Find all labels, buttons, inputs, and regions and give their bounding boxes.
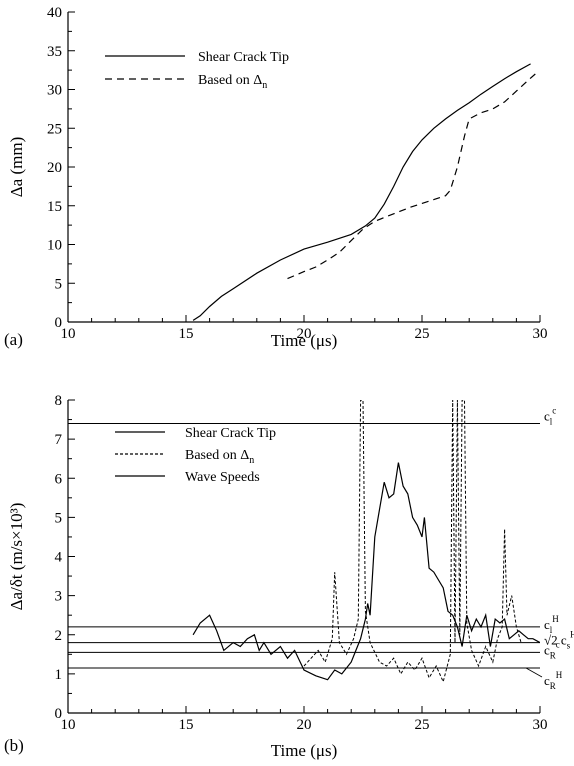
y-tick-label: 5 — [55, 510, 63, 526]
y-tick-label: 25 — [47, 121, 62, 137]
y-tick-label: 2 — [55, 628, 63, 644]
y-tick-label: 4 — [55, 550, 63, 566]
x-axis-title: Time (μs) — [271, 741, 338, 760]
y-tick-label: 8 — [55, 393, 63, 409]
y-tick-label: 3 — [55, 589, 63, 605]
y-tick-label: 35 — [47, 44, 62, 60]
x-tick-label: 10 — [61, 717, 76, 733]
panel-label: (a) — [4, 330, 23, 349]
wave-speed-label: clc — [544, 405, 556, 426]
x-tick-label: 20 — [297, 326, 312, 342]
x-tick-label: 30 — [533, 326, 548, 342]
label-leader-line — [525, 667, 543, 678]
series-line-2 — [303, 400, 522, 684]
x-axis-title: Time (μs) — [271, 331, 338, 350]
legend-label: Based on Δn — [198, 73, 267, 91]
y-tick-label: 5 — [55, 276, 63, 292]
panel-b-chart: 10 15 20 25 30 0 1 2 3 4 5 6 7 8 Time (μs) Δa/δt (m/s×1… — [4, 393, 574, 760]
y-axis-title: Δa (mm) — [7, 137, 26, 198]
legend-label: Shear Crack Tip — [198, 50, 289, 65]
x-tick-label: 15 — [179, 717, 194, 733]
x-tick-label: 30 — [533, 717, 548, 733]
legend-label: Shear Crack Tip — [185, 426, 276, 441]
legend-label: Based on Δn — [185, 448, 254, 466]
y-tick-label: 10 — [47, 238, 62, 254]
y-axis-title: Δa/δt (m/s×10³) — [7, 503, 26, 611]
panel-label: (b) — [4, 736, 24, 755]
legend-label: Wave Speeds — [185, 470, 260, 485]
wave-speed-label: cRc — [544, 639, 560, 660]
panel-a-chart: 10 15 20 25 30 0 5 10 15 20 25 30 35 40 Time (μs) Δa (m… — [4, 5, 548, 350]
y-tick-label: 40 — [47, 5, 62, 21]
x-tick-label: 25 — [415, 717, 430, 733]
y-tick-label: 0 — [55, 315, 63, 331]
y-tick-label: 7 — [55, 432, 63, 448]
y-tick-label: 15 — [47, 199, 62, 215]
series-line-2 — [287, 73, 536, 280]
series-line-1 — [192, 63, 531, 321]
y-tick-label: 6 — [55, 471, 63, 487]
wave-speed-label: cRH — [544, 670, 563, 691]
x-tick-label: 20 — [297, 717, 312, 733]
x-tick-label: 10 — [61, 326, 76, 342]
wave-speed-label: √2 csH — [544, 630, 574, 651]
y-tick-label: 20 — [47, 160, 62, 176]
y-tick-label: 0 — [55, 706, 63, 722]
y-tick-label: 30 — [47, 83, 62, 99]
wave-speed-label: clH — [544, 614, 559, 635]
x-tick-label: 15 — [179, 326, 194, 342]
series-line-1 — [192, 462, 540, 681]
x-tick-label: 25 — [415, 326, 430, 342]
y-tick-label: 1 — [55, 667, 63, 683]
